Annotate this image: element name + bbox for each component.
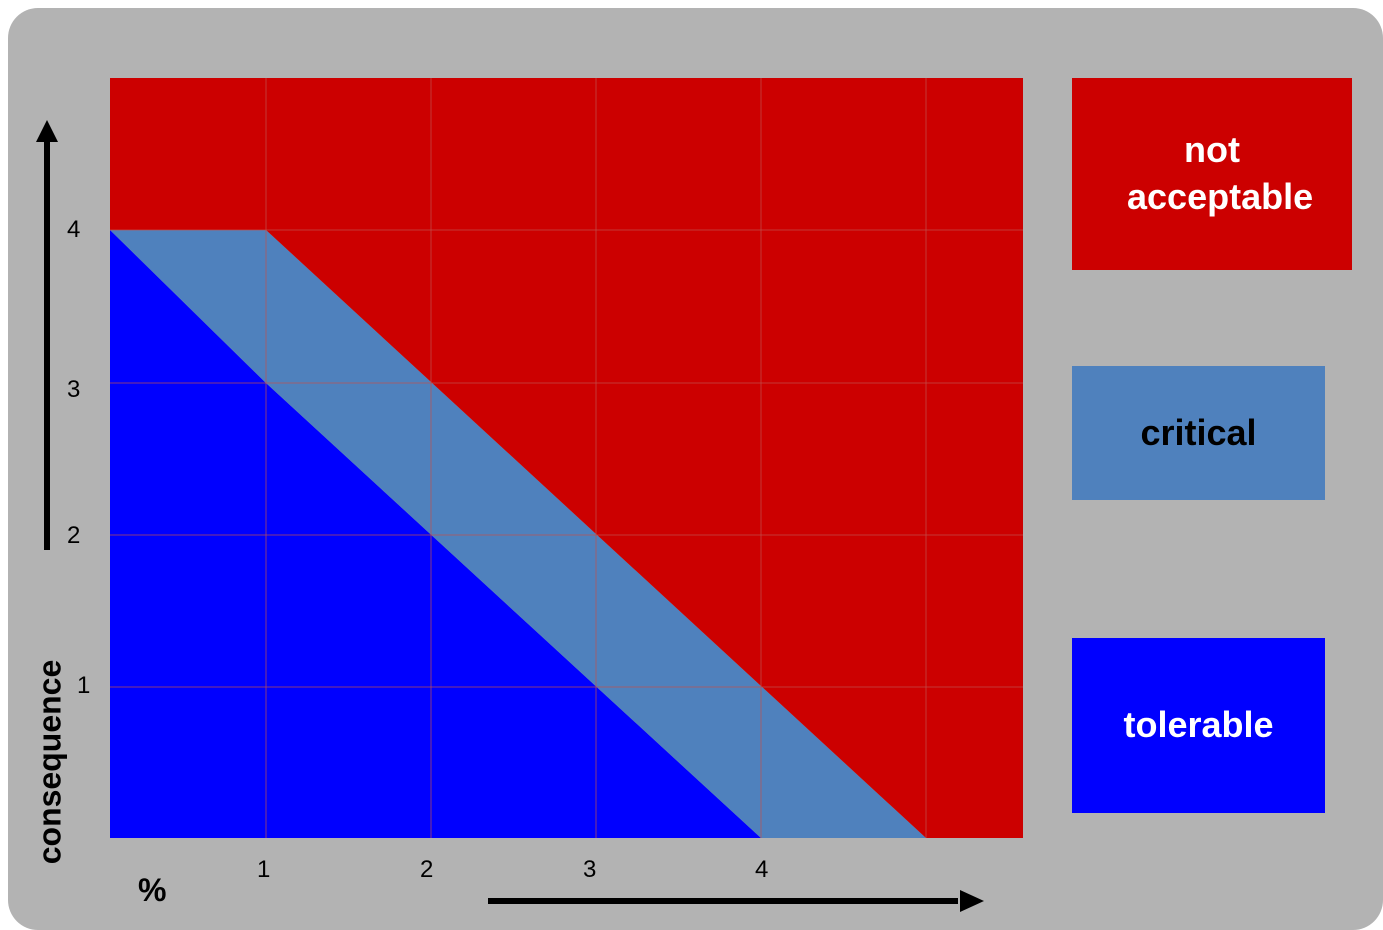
y-tick-4: 4 bbox=[67, 216, 81, 243]
y-tick-2: 2 bbox=[67, 522, 81, 549]
legend-not-acceptable: not acceptable bbox=[1072, 78, 1352, 270]
legend-critical-label: critical bbox=[1140, 411, 1257, 453]
x-tick-3: 3 bbox=[583, 856, 597, 883]
zone-not-acceptable bbox=[110, 78, 1023, 838]
legend-tolerable: tolerable bbox=[1072, 638, 1325, 813]
x-axis-label: % bbox=[138, 872, 167, 908]
legend-not-acceptable-label: not acceptable bbox=[1127, 129, 1314, 217]
y-axis-label: consequence bbox=[31, 659, 68, 865]
legend-tolerable-label: tolerable bbox=[1123, 704, 1274, 746]
zone-critical bbox=[110, 230, 926, 838]
legend-critical: critical bbox=[1072, 366, 1325, 500]
x-tick-1: 1 bbox=[257, 856, 271, 883]
y-tick-3: 3 bbox=[67, 376, 81, 403]
x-axis-arrow bbox=[488, 890, 984, 912]
y-tick-1: 1 bbox=[77, 672, 91, 699]
x-tick-2: 2 bbox=[420, 856, 434, 883]
y-axis-arrow bbox=[36, 120, 58, 550]
zone-tolerable bbox=[110, 230, 761, 838]
x-tick-4: 4 bbox=[755, 856, 769, 883]
